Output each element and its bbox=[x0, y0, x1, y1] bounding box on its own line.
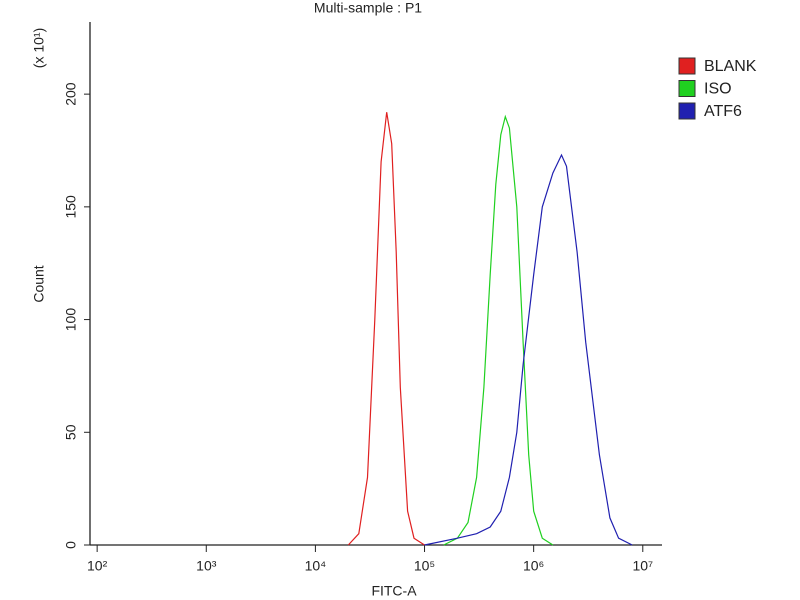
y-axis-label: Count bbox=[31, 265, 47, 302]
y-tick-label: 50 bbox=[63, 424, 79, 440]
x-axis-label: FITC-A bbox=[371, 583, 417, 599]
y-tick-label: 100 bbox=[63, 308, 79, 332]
histogram-line bbox=[424, 153, 633, 546]
y-tick-label: 0 bbox=[63, 541, 79, 549]
x-tick-label: 10³ bbox=[196, 558, 217, 574]
legend-swatch bbox=[678, 102, 696, 120]
x-tick-label: 10⁶ bbox=[523, 558, 544, 574]
x-tick-label: 10⁷ bbox=[632, 558, 653, 574]
x-tick-label: 10² bbox=[87, 558, 108, 574]
y-tick-label: 150 bbox=[63, 195, 79, 219]
x-tick-label: 10⁵ bbox=[414, 558, 435, 574]
chart-title: Multi-sample : P1 bbox=[314, 0, 422, 16]
legend-label: ATF6 bbox=[704, 103, 742, 120]
legend-label: ISO bbox=[704, 81, 732, 98]
histogram-line bbox=[347, 112, 425, 546]
legend-label: BLANK bbox=[704, 58, 757, 75]
legend-swatch bbox=[678, 80, 696, 97]
histogram-line bbox=[443, 114, 554, 546]
y-multiplier-label: (x 10¹) bbox=[31, 28, 47, 68]
x-tick-label: 10⁴ bbox=[305, 558, 327, 574]
y-tick-label: 200 bbox=[63, 82, 79, 106]
legend-swatch bbox=[678, 57, 696, 75]
